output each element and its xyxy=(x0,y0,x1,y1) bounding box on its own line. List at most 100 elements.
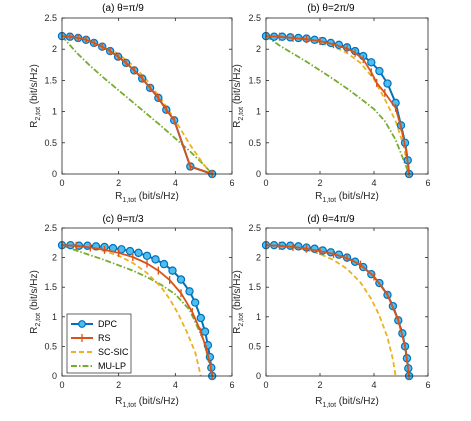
panel-c-axes-box xyxy=(61,227,233,377)
panel-a-axes-box xyxy=(61,17,233,175)
panel-a-ylabel: R2,tot (bit/s/Hz) xyxy=(29,64,42,128)
x-tick-label: 6 xyxy=(229,380,234,390)
series-line-rs xyxy=(265,35,410,175)
dpc-point xyxy=(151,255,160,264)
y-tick-label: 1.5 xyxy=(248,282,261,292)
panel-d-series xyxy=(261,240,414,381)
y-tick-label: 0.5 xyxy=(248,341,261,351)
x-tick-label: 2 xyxy=(317,380,322,390)
y-tick-label: 1 xyxy=(52,312,57,322)
panel-d: (d) θ=4π/9 0 2 4 6 0 0.5 1 1.5 2 2.5 R1,tot (bit… xyxy=(232,214,431,409)
x-tick-label: 2 xyxy=(317,178,322,188)
y-tick-label: 1.5 xyxy=(44,75,57,85)
x-tick-label: 6 xyxy=(425,178,430,188)
panel-a-title: (a) θ=π/9 xyxy=(102,3,144,14)
panel-a-xlabel: R1,tot (bit/s/Hz) xyxy=(115,191,179,204)
series-line-sc-sic xyxy=(61,35,213,175)
dpc-point xyxy=(196,313,206,323)
legend-entry-dpc: DPC xyxy=(71,319,118,329)
x-tick-label: 2 xyxy=(116,380,121,390)
series-line-sc-sic xyxy=(265,244,397,377)
panel-b-ylabel: R2,tot (bit/s/Hz) xyxy=(232,64,245,128)
panel-b-title: (b) θ=2π/9 xyxy=(307,3,355,14)
x-tick-label: 0 xyxy=(263,380,268,390)
x-tick-label: 4 xyxy=(371,178,376,188)
y-tick-label: 0 xyxy=(256,169,261,179)
y-tick-label: 0.5 xyxy=(248,138,261,148)
y-tick-label: 2 xyxy=(52,44,57,54)
dpc-point xyxy=(134,248,143,258)
dpc-point xyxy=(383,79,392,88)
y-tick-label: 0.5 xyxy=(44,341,57,351)
dpc-point xyxy=(176,275,186,284)
y-tick-label: 0 xyxy=(256,371,261,381)
series-line-rs xyxy=(265,244,410,377)
panel-a: (a) θ=π/9 0 2 4 6 0 0.5 1 1.5 2 2.5 R1,tot (bit/… xyxy=(29,3,235,204)
dpc-point xyxy=(294,242,303,251)
series-line-dpc xyxy=(265,35,411,175)
panel-c-title: (c) θ=π/3 xyxy=(102,214,144,225)
y-tick-label: 1 xyxy=(52,107,57,117)
x-tick-label: 6 xyxy=(229,178,234,188)
panel-d-xlabel: R1,tot (bit/s/Hz) xyxy=(315,396,379,409)
panel-d-axes-box xyxy=(265,227,429,377)
x-tick-label: 0 xyxy=(59,178,64,188)
y-tick-label: 2.5 xyxy=(44,13,57,23)
y-tick-label: 2 xyxy=(52,253,57,263)
dpc-point xyxy=(168,266,177,275)
series-line-dpc xyxy=(61,35,213,175)
dpc-point xyxy=(159,259,169,269)
y-tick-label: 0.5 xyxy=(44,138,57,148)
dpc-point xyxy=(200,327,210,336)
y-tick-label: 0 xyxy=(52,169,57,179)
x-tick-label: 2 xyxy=(116,178,121,188)
y-tick-label: 1.5 xyxy=(248,75,261,85)
y-tick-label: 1.5 xyxy=(44,282,57,292)
x-tick-label: 4 xyxy=(173,178,178,188)
x-tick-label: 6 xyxy=(425,380,430,390)
panel-b-axes-box xyxy=(265,17,429,175)
legend-label-rs: RS xyxy=(98,333,111,343)
panel-a-series xyxy=(57,31,217,179)
panel-d-title: (d) θ=4π/9 xyxy=(307,214,355,225)
dpc-point xyxy=(190,298,200,307)
dpc-point xyxy=(185,287,194,296)
legend-label-dpc: DPC xyxy=(98,319,118,329)
x-tick-label: 4 xyxy=(371,380,376,390)
y-tick-label: 2.5 xyxy=(248,223,261,233)
series-line-mu-lp xyxy=(61,35,213,175)
y-tick-label: 2.5 xyxy=(44,223,57,233)
dpc-point xyxy=(367,58,376,67)
y-tick-label: 1 xyxy=(256,312,261,322)
legend-label-sc-sic: SC-SIC xyxy=(98,347,129,357)
series-line-mu-lp xyxy=(265,244,410,377)
y-tick-label: 1 xyxy=(256,107,261,117)
dpc-point xyxy=(142,251,152,261)
panel-c-ylabel: R2,tot (bit/s/Hz) xyxy=(29,270,42,334)
y-tick-label: 2.5 xyxy=(248,13,261,23)
legend-entry-mu-lp: MU-LP xyxy=(71,361,126,371)
legend-entry-sc-sic: SC-SIC xyxy=(71,347,129,357)
dpc-point xyxy=(375,66,384,76)
legend-entry-rs: RS xyxy=(71,333,111,343)
dpc-point xyxy=(125,246,135,256)
legend-label-mu-lp: MU-LP xyxy=(98,361,126,371)
legend: DPC RS SC-SIC MU-LP xyxy=(66,313,132,374)
y-tick-label: 0 xyxy=(52,371,57,381)
series-line-dpc xyxy=(266,244,411,377)
series-line-sc-sic xyxy=(265,35,410,175)
series-line-mu-lp xyxy=(265,35,410,175)
panel-d-ylabel: R2,tot (bit/s/Hz) xyxy=(232,270,245,334)
panel-b: (b) θ=2π/9 0 2 4 6 0 0.5 1 1.5 2 2.5 R1,tot (bit… xyxy=(232,3,431,204)
panel-b-series xyxy=(261,31,414,179)
panel-b-xlabel: R1,tot (bit/s/Hz) xyxy=(315,191,379,204)
panel-c: (c) θ=π/3 0 2 4 6 0 0.5 1 1.5 2 2.5 R1,tot (bit/… xyxy=(29,214,235,409)
series-line-rs xyxy=(61,35,213,175)
x-tick-label: 0 xyxy=(263,178,268,188)
y-tick-label: 2 xyxy=(256,253,261,263)
legend-dpc-marker xyxy=(78,320,86,328)
panel-c-xlabel: R1,tot (bit/s/Hz) xyxy=(115,396,179,409)
y-tick-label: 2 xyxy=(256,44,261,54)
x-tick-label: 0 xyxy=(59,380,64,390)
